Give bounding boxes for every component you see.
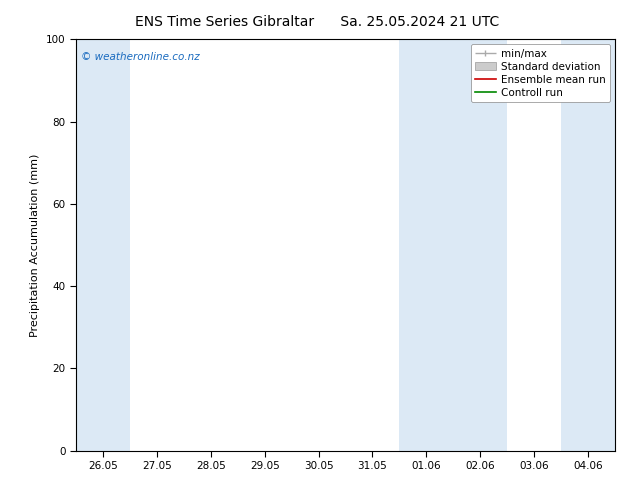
Y-axis label: Precipitation Accumulation (mm): Precipitation Accumulation (mm)	[30, 153, 41, 337]
Text: © weatheronline.co.nz: © weatheronline.co.nz	[81, 51, 200, 62]
Text: ENS Time Series Gibraltar      Sa. 25.05.2024 21 UTC: ENS Time Series Gibraltar Sa. 25.05.2024…	[135, 15, 499, 29]
Legend: min/max, Standard deviation, Ensemble mean run, Controll run: min/max, Standard deviation, Ensemble me…	[470, 45, 610, 102]
Bar	[76, 39, 130, 451]
Bar	[399, 39, 507, 451]
Bar	[561, 39, 615, 451]
